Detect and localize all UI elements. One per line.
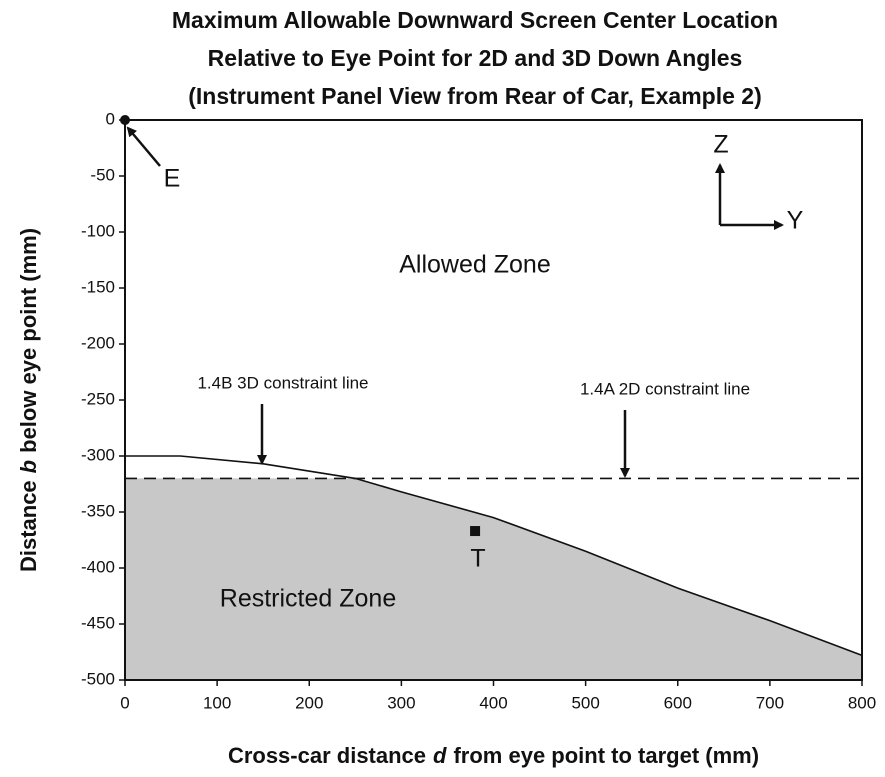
point-label: T (470, 545, 485, 573)
x-axis-label-part: from eye point to target (mm) (453, 743, 759, 768)
y-tick-label: -150 (81, 277, 115, 296)
annotation: Allowed Zone (399, 251, 550, 279)
y-tick-label: 0 (106, 109, 115, 128)
y-axis-label-part: Distance (16, 480, 41, 572)
restricted-area (125, 478, 862, 680)
point-label: E (164, 165, 181, 193)
y-tick-label: -100 (81, 221, 115, 240)
x-tick-label: 0 (120, 693, 129, 712)
x-tick-label: 700 (756, 693, 784, 712)
y-tick-label: -450 (81, 613, 115, 632)
arrow (126, 126, 161, 167)
x-tick-label: 500 (571, 693, 599, 712)
annotation: Restricted Zone (220, 585, 396, 613)
y-tick-label: -250 (81, 389, 115, 408)
y-tick-label: -350 (81, 501, 115, 520)
y-tick-label: -500 (81, 669, 115, 688)
x-tick-label: 400 (479, 693, 507, 712)
annotation: Y (787, 207, 804, 235)
y-axis-label: Distance b below eye point (mm) (16, 228, 41, 572)
series-line (125, 455, 863, 657)
point (470, 526, 481, 537)
x-tick-label: 600 (664, 693, 692, 712)
x-tick-label: 200 (295, 693, 323, 712)
chart-title: (Instrument Panel View from Rear of Car,… (188, 83, 761, 109)
annotation: Z (713, 131, 728, 159)
point (120, 115, 130, 125)
annotation: 1.4B 3D constraint line (197, 373, 368, 392)
chart-title: Maximum Allowable Downward Screen Center… (172, 7, 778, 33)
x-axis-label-part: Cross-car distance (228, 743, 426, 768)
y-axis-label-part: b (16, 460, 41, 473)
chart-title: Relative to Eye Point for 2D and 3D Down… (208, 45, 743, 71)
y-tick-label: -50 (90, 165, 115, 184)
x-tick-label: 300 (387, 693, 415, 712)
y-tick-label: -400 (81, 557, 115, 576)
y-axis-label-part: below eye point (mm) (16, 228, 41, 453)
y-tick-label: -200 (81, 333, 115, 352)
annotation: 1.4A 2D constraint line (580, 379, 750, 398)
x-tick-label: 800 (848, 693, 876, 712)
y-tick-label: -300 (81, 445, 115, 464)
x-axis-label-part: d (433, 743, 447, 768)
x-axis-label: Cross-car distance d from eye point to tar… (228, 743, 759, 768)
x-tick-label: 100 (203, 693, 231, 712)
